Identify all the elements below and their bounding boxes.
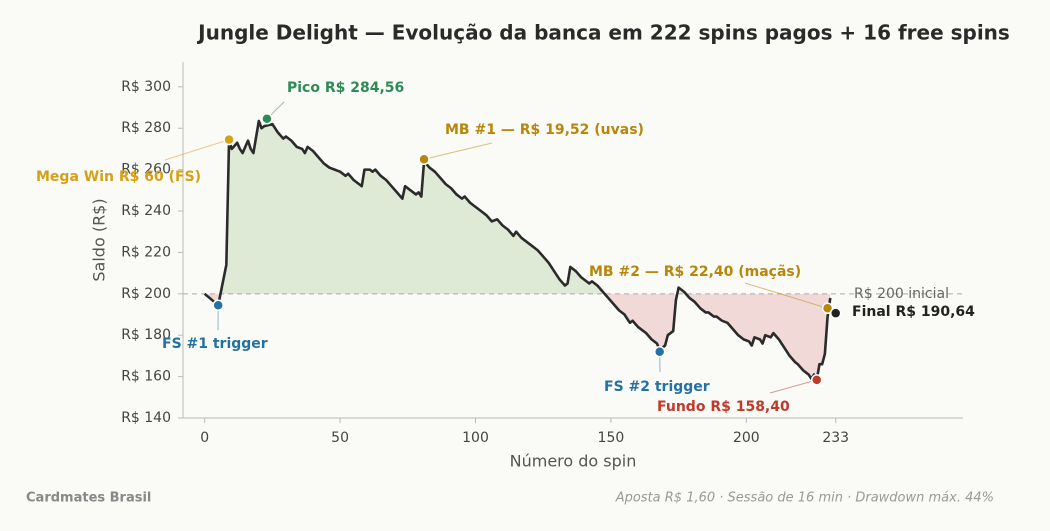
annotation-marker <box>829 307 842 319</box>
y-tick-label: R$ 160 <box>121 369 171 385</box>
annotation-connector <box>164 139 230 161</box>
annotation-marker <box>223 133 235 146</box>
annotation-label: FS #2 trigger <box>604 379 710 395</box>
annotation-label: Mega Win R$ 60 (FS) <box>36 169 201 185</box>
annotation-label: Fundo R$ 158,40 <box>657 399 790 415</box>
x-tick-label: 200 <box>733 430 760 446</box>
annotation-label: Final R$ 190,64 <box>852 304 975 320</box>
annotation-label: MB #2 — R$ 22,40 (maçãs) <box>589 264 801 280</box>
x-axis-label: Número do spin <box>510 452 637 471</box>
annotation-marker <box>418 153 430 166</box>
annotation-marker <box>212 299 224 311</box>
y-tick-label: R$ 140 <box>121 410 171 426</box>
area-above <box>220 120 686 294</box>
footer-note: Aposta R$ 1,60 · Sessão de 16 min · Draw… <box>615 491 994 506</box>
annotation-marker <box>261 113 273 125</box>
annotation-marker <box>811 374 823 386</box>
annotation-label: MB #1 — R$ 19,52 (uvas) <box>445 122 644 138</box>
x-tick-label: 150 <box>598 430 625 446</box>
line <box>203 119 832 382</box>
footer-brand: Cardmates Brasil <box>26 491 151 506</box>
annotation-label: Pico R$ 284,56 <box>287 80 404 96</box>
annotation-connector <box>744 282 828 309</box>
x-tick-label: 100 <box>462 430 489 446</box>
y-tick-label: R$ 300 <box>121 79 171 95</box>
reference-label: R$ 200 inicial <box>854 286 949 302</box>
x-tick-label: 0 <box>200 430 209 446</box>
chart-title: Jungle Delight — Evolução da banca em 22… <box>196 21 1010 45</box>
y-tick-label: R$ 220 <box>121 244 171 260</box>
x-tick-label: 233 <box>822 430 849 446</box>
y-tick-label: R$ 260 <box>121 162 171 178</box>
annotation-marker <box>653 346 666 358</box>
annotation-connector <box>769 379 817 394</box>
y-axis-label: Saldo (R$) <box>90 198 109 281</box>
annotation-marker <box>821 302 834 315</box>
annotation-label: FS #1 trigger <box>162 336 268 352</box>
y-tick-label: R$ 240 <box>121 203 171 219</box>
y-tick-label: R$ 180 <box>121 327 171 343</box>
annotation-connector <box>423 142 493 160</box>
y-tick-label: R$ 280 <box>121 120 171 136</box>
y-tick-label: R$ 200 <box>121 286 171 302</box>
x-tick-label: 50 <box>331 430 349 446</box>
